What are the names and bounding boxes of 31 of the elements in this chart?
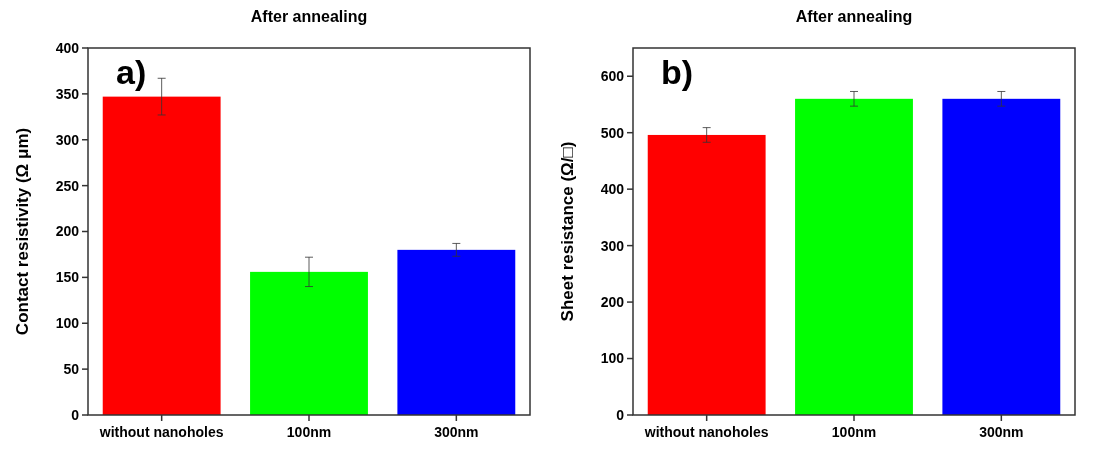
y-tick-label: 500 [600,124,625,141]
y-tick-label: 50 [63,361,80,378]
x-tick-label: 300nm [434,424,479,440]
y-axis-title: Contact resistivity (Ω μm) [13,127,32,336]
y-tick-label: 200 [55,223,80,240]
x-tick-label: 100nm [286,424,332,440]
bar [250,271,368,415]
y-tick-label: 250 [55,177,80,194]
chart-title: After annealing [250,8,368,25]
annotation: a) [116,53,147,91]
y-tick-label: 400 [55,39,80,56]
y-tick-label: 0 [616,406,625,423]
y-tick-label: 150 [55,269,80,286]
x-tick-label: 300nm [979,424,1024,440]
y-tick-label: 0 [71,406,80,423]
y-tick-label: 400 [600,181,625,198]
bar [397,249,516,415]
y-tick-label: 300 [55,131,80,148]
y-tick-label: 300 [600,237,625,254]
x-tick-label: without nanoholes [98,424,224,440]
chart-title: After annealing [795,8,913,25]
y-tick-label: 350 [55,85,80,102]
y-axis-title: Sheet resistance (Ω/□) [558,141,577,322]
y-tick-label: 100 [55,315,80,332]
y-tick-label: 100 [600,350,625,367]
y-tick-label: 600 [600,68,625,85]
x-tick-label: 100nm [831,424,877,440]
x-tick-label: without nanoholes [643,424,769,440]
annotation: b) [661,53,694,91]
y-tick-label: 200 [600,293,625,310]
bar [102,96,221,415]
